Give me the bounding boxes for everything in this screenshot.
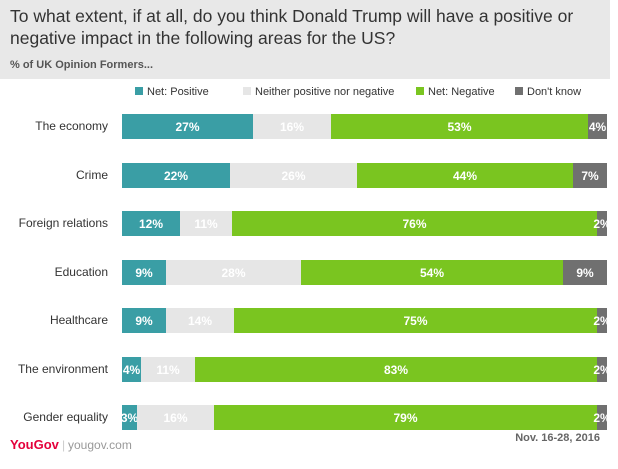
bar-segment: 2% xyxy=(593,405,611,430)
bar-segment: 9% xyxy=(122,260,166,285)
data-label: 16% xyxy=(279,119,305,134)
data-label: 4% xyxy=(588,119,607,134)
data-label: 2% xyxy=(593,410,611,425)
legend-swatch xyxy=(515,87,523,96)
bar-segment: 16% xyxy=(253,114,331,139)
data-label: 11% xyxy=(194,216,218,231)
data-label: 44% xyxy=(452,168,478,183)
data-label: 12% xyxy=(138,216,164,231)
bar-segment: 2% xyxy=(593,308,611,333)
data-label: 22% xyxy=(163,168,189,183)
chart-legend: Net: Positive Neither positive nor negati… xyxy=(0,86,618,100)
yougov-logo: YouGov xyxy=(10,437,59,452)
category-label: Education xyxy=(54,265,108,279)
bar-segment: 3% xyxy=(120,405,139,430)
bar-segment: 7% xyxy=(573,163,607,188)
legend-swatch xyxy=(243,87,251,96)
legend-item: Net: Negative xyxy=(416,86,495,98)
data-label: 9% xyxy=(135,265,153,280)
legend-label: Neither positive nor negative xyxy=(255,86,395,98)
legend-label: Don't know xyxy=(527,86,582,98)
data-label: 28% xyxy=(221,265,246,280)
legend-item: Don't know xyxy=(515,86,581,98)
data-label: 4% xyxy=(122,362,141,377)
data-label: 27% xyxy=(175,119,200,134)
data-label: 7% xyxy=(581,168,599,183)
footer-date: Nov. 16-28, 2016 xyxy=(515,432,600,444)
bar-segment: 11% xyxy=(180,211,232,236)
bar-segment: 22% xyxy=(122,163,230,188)
data-label: 16% xyxy=(163,410,188,425)
data-label: 26% xyxy=(281,168,306,183)
data-label: 9% xyxy=(576,265,594,280)
category-label: Gender equality xyxy=(23,410,108,424)
legend-label: Net: Negative xyxy=(428,86,495,98)
bar-segment: 54% xyxy=(301,260,563,285)
category-label: The economy xyxy=(35,119,108,133)
legend-item: Neither positive nor negative xyxy=(243,86,394,98)
data-label: 14% xyxy=(187,313,213,328)
bar-segment: 11% xyxy=(141,357,195,382)
bar-segment: 28% xyxy=(166,260,301,285)
bar-segment: 75% xyxy=(234,308,597,333)
bar-segment: 9% xyxy=(122,308,166,333)
bar-segment: 9% xyxy=(563,260,607,285)
data-label: 83% xyxy=(383,362,409,377)
chart-subtitle: % of UK Opinion Formers... xyxy=(10,59,154,71)
category-label: Healthcare xyxy=(49,313,108,327)
data-label: 2% xyxy=(593,216,611,231)
bar-segment: 2% xyxy=(593,357,611,382)
legend-item: Net: Positive xyxy=(135,86,209,98)
legend-swatch xyxy=(416,87,424,96)
category-label: Crime xyxy=(76,168,108,182)
legend-label: Net: Positive xyxy=(147,86,209,98)
footer-url: yougov.com xyxy=(68,438,132,452)
bar-segment: 26% xyxy=(230,163,357,188)
data-label: 75% xyxy=(403,313,428,328)
chart-header: To what extent, if at all, do you think … xyxy=(0,0,610,79)
category-label: The environment xyxy=(17,362,108,376)
category-label: Foreign relations xyxy=(18,216,108,230)
bar-segment: 83% xyxy=(195,357,597,382)
bar-segment: 12% xyxy=(122,211,180,236)
data-label: 2% xyxy=(593,362,611,377)
data-label: 76% xyxy=(402,216,427,231)
bar-segment: 44% xyxy=(357,163,573,188)
chart-title: To what extent, if at all, do you think … xyxy=(10,6,574,48)
bar-segment: 14% xyxy=(166,308,234,333)
bar-segment: 16% xyxy=(137,405,214,430)
bar-segment: 76% xyxy=(232,211,597,236)
data-label: 3% xyxy=(120,410,139,425)
bar-segment: 27% xyxy=(122,114,253,139)
data-label: 79% xyxy=(393,410,418,425)
bar-segment: 79% xyxy=(214,405,597,430)
data-label: 9% xyxy=(135,313,153,328)
bar-segment: 4% xyxy=(588,114,607,139)
data-label: 2% xyxy=(593,313,611,328)
data-label: 54% xyxy=(419,265,445,280)
bar-segment: 4% xyxy=(122,357,141,382)
footer-separator: | xyxy=(62,438,66,452)
bar-segment: 53% xyxy=(331,114,588,139)
data-label: 11% xyxy=(156,362,180,377)
legend-swatch xyxy=(135,87,143,96)
bar-segment: 2% xyxy=(593,211,611,236)
data-label: 53% xyxy=(447,119,472,134)
